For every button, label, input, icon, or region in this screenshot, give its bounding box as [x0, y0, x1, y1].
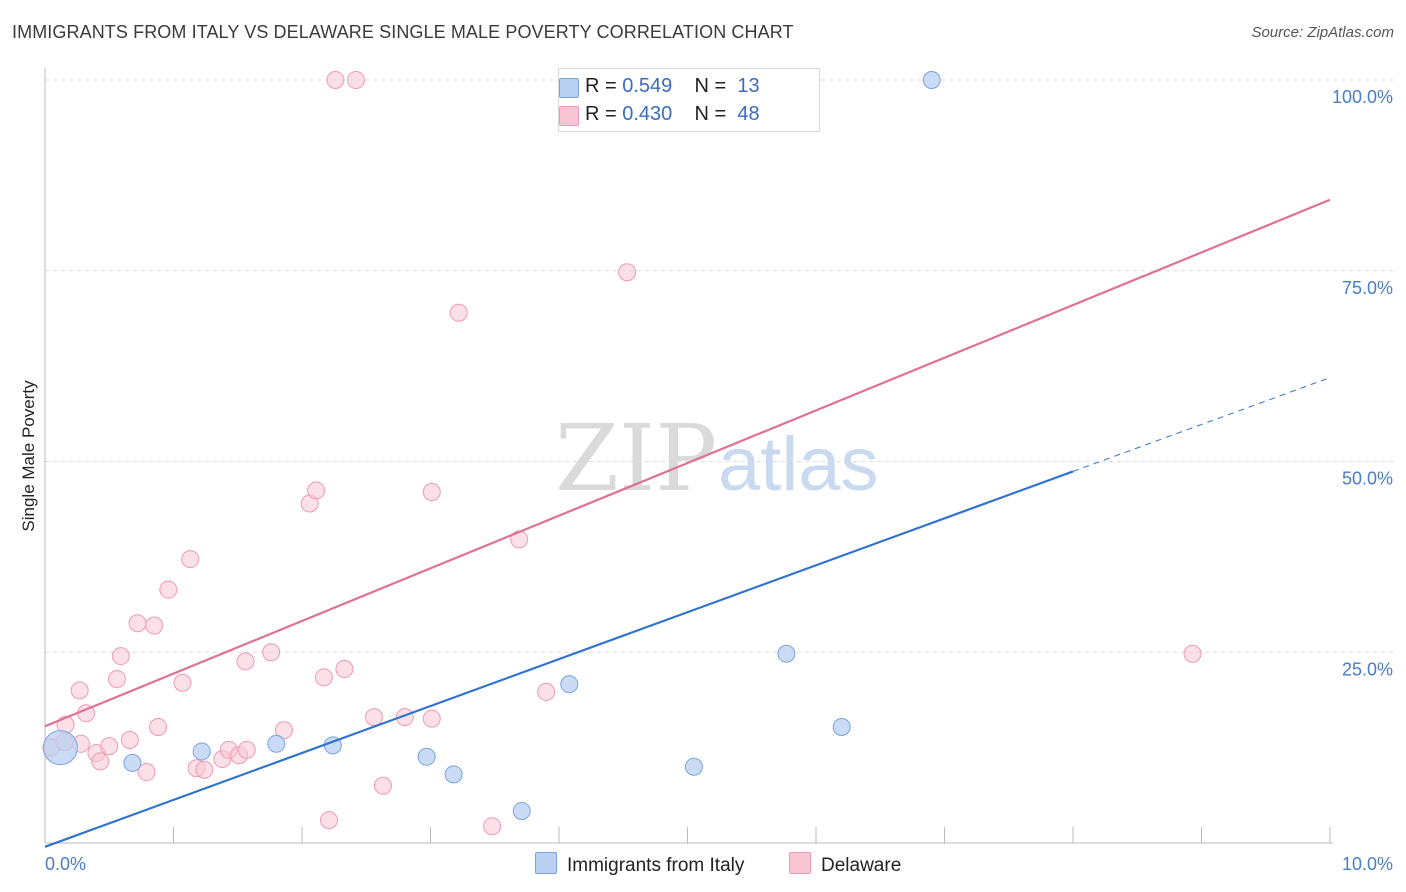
delaware-point — [128, 614, 147, 633]
watermark: ZIP atlas — [555, 405, 879, 512]
delaware-point — [262, 643, 281, 662]
chart-title: IMMIGRANTS FROM ITALY VS DELAWARE SINGLE… — [12, 22, 794, 42]
axes — [44, 68, 1333, 844]
y-tick-label: 75.0% — [1342, 278, 1393, 298]
legend-r-value: 0.430 — [622, 103, 673, 125]
delaware-point — [364, 708, 383, 727]
delaware-point — [111, 647, 130, 666]
legend-n-value: 13 — [737, 75, 760, 97]
italy-points — [42, 71, 941, 820]
legend-r-label: R = — [585, 75, 623, 97]
delaware-point — [449, 303, 468, 322]
x-tick-label-max: 10.0% — [1342, 854, 1393, 874]
delaware-point — [120, 730, 139, 749]
italy-point — [417, 747, 436, 766]
x-ticks — [44, 827, 1331, 843]
italy-point — [42, 730, 78, 766]
watermark-atlas: atlas — [718, 422, 879, 507]
delaware-point — [145, 616, 164, 635]
delaware-point — [483, 817, 502, 836]
delaware-point — [326, 71, 345, 89]
bottom-legend-swatch-delaware — [789, 852, 811, 874]
bottom-legend-label-italy: Immigrants from Italy — [567, 855, 745, 876]
bottom-legend-italy: Immigrants from Italy — [535, 852, 744, 877]
italy-point — [777, 644, 796, 663]
legend-r-label: R = — [585, 103, 623, 125]
delaware-point — [70, 681, 89, 700]
legend-row-italy: R = 0.549 N = 13 — [559, 75, 760, 98]
italy-point — [444, 765, 463, 784]
delaware-point — [137, 763, 156, 782]
delaware-point — [319, 811, 338, 830]
stats-legend: R = 0.549 N = 13 R = 0.430 N = 48 — [558, 68, 820, 132]
italy-point — [123, 753, 142, 772]
bottom-legend-delaware: Delaware — [789, 852, 901, 877]
legend-n-value: 48 — [737, 103, 760, 125]
delaware-point — [1183, 644, 1202, 663]
watermark-zip: ZIP — [555, 405, 717, 512]
delaware-point — [373, 776, 392, 795]
legend-n-label: N = — [694, 103, 732, 125]
italy-trend-line — [44, 470, 1074, 848]
trend-lines — [44, 198, 1331, 848]
y-axis-label: Single Male Poverty — [19, 380, 38, 532]
legend-swatch-italy — [559, 78, 579, 98]
delaware-point — [236, 652, 255, 671]
italy-point — [684, 757, 703, 776]
delaware-point — [618, 263, 637, 282]
delaware-point — [346, 71, 365, 89]
italy-point — [832, 718, 851, 737]
legend-row-delaware: R = 0.430 N = 48 — [559, 103, 760, 126]
delaware-point — [100, 737, 119, 756]
delaware-point — [314, 668, 333, 687]
delaware-point — [181, 550, 200, 569]
y-tick-label: 50.0% — [1342, 469, 1393, 489]
delaware-point — [195, 760, 214, 779]
italy-point — [267, 734, 286, 753]
delaware-point — [422, 483, 441, 502]
grid — [45, 79, 1393, 653]
italy-point — [192, 742, 211, 761]
y-tick-label: 25.0% — [1342, 659, 1393, 679]
bottom-legend-label-delaware: Delaware — [821, 855, 902, 876]
delaware-points — [42, 71, 1202, 836]
delaware-point — [237, 740, 256, 759]
delaware-point — [91, 752, 110, 771]
bottom-legend-swatch-italy — [535, 852, 557, 874]
legend-n-label: N = — [694, 75, 732, 97]
y-tick-labels: 25.0% 50.0% 75.0% 100.0% — [1332, 87, 1393, 679]
legend-r-value: 0.549 — [622, 75, 673, 97]
delaware-point — [107, 669, 126, 688]
italy-point — [512, 801, 531, 820]
delaware-point — [537, 682, 556, 701]
delaware-point — [335, 660, 354, 679]
delaware-trend-line — [44, 198, 1331, 728]
delaware-point — [173, 673, 192, 692]
italy-point — [922, 71, 941, 89]
delaware-point — [307, 481, 326, 500]
delaware-point — [422, 709, 441, 728]
legend-swatch-delaware — [559, 106, 579, 126]
delaware-point — [149, 718, 168, 737]
delaware-point — [159, 580, 178, 599]
italy-point — [560, 675, 579, 694]
x-tick-label-min: 0.0% — [45, 854, 86, 874]
delaware-point — [275, 721, 294, 740]
y-tick-label: 100.0% — [1332, 87, 1393, 107]
italy-trend-extension — [1072, 377, 1331, 472]
source-label: Source: ZipAtlas.com — [1251, 24, 1394, 41]
